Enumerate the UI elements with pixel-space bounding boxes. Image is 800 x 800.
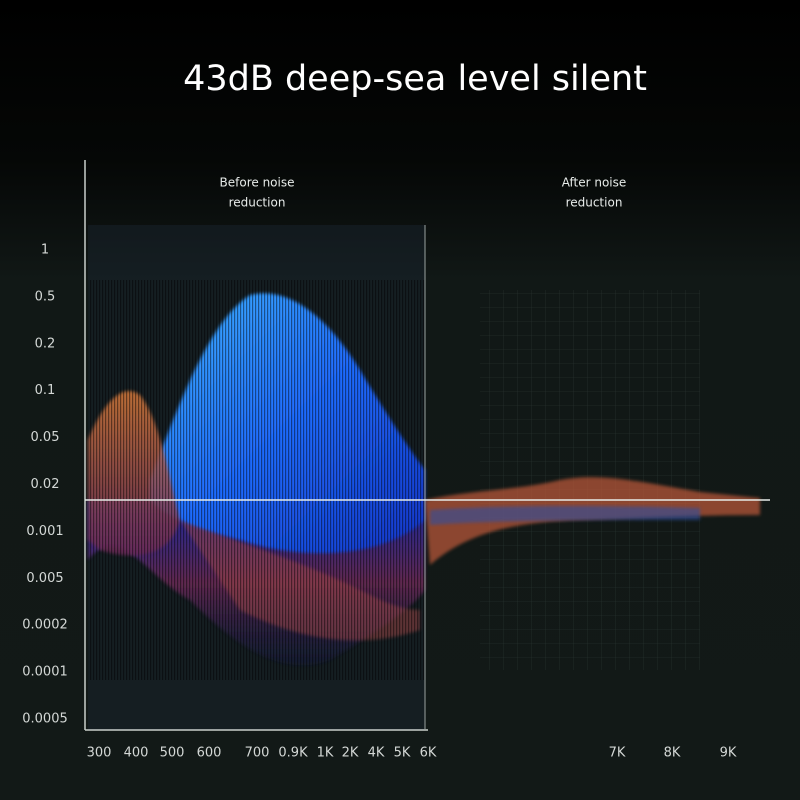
x-label: 8K xyxy=(664,746,681,761)
annotation: reduction xyxy=(566,196,623,210)
y-label: 0.005 xyxy=(26,571,63,586)
x-label: 600 xyxy=(197,746,222,761)
x-label: 500 xyxy=(160,746,185,761)
x-label: 9K xyxy=(720,746,737,761)
x-label: 1K xyxy=(317,746,334,761)
y-label: 1 xyxy=(41,243,49,258)
y-label: 0.05 xyxy=(31,430,60,445)
x-label: 0.9K xyxy=(278,746,308,761)
annotation: Before noise xyxy=(220,176,295,190)
x-label: 7K xyxy=(609,746,626,761)
y-label: 0.0002 xyxy=(22,618,68,633)
y-label: 0.0005 xyxy=(22,712,68,727)
y-label: 0.5 xyxy=(35,289,56,304)
annotation: reduction xyxy=(229,196,286,210)
x-label: 400 xyxy=(124,746,149,761)
y-label: 0.2 xyxy=(35,336,56,351)
y-label: 0.0001 xyxy=(22,665,68,680)
y-label: 0.02 xyxy=(31,477,60,492)
y-label: 0.001 xyxy=(26,524,63,539)
x-label: 300 xyxy=(87,746,112,761)
x-label: 5K xyxy=(394,746,411,761)
x-label: 700 xyxy=(245,746,270,761)
x-label: 2K xyxy=(342,746,359,761)
y-label: 0.1 xyxy=(35,383,56,398)
x-label: 6K xyxy=(420,746,437,761)
title: 43dB deep-sea level silent xyxy=(183,59,647,99)
annotation: After noise xyxy=(562,176,627,190)
x-label: 4K xyxy=(368,746,385,761)
waveform xyxy=(88,280,760,680)
